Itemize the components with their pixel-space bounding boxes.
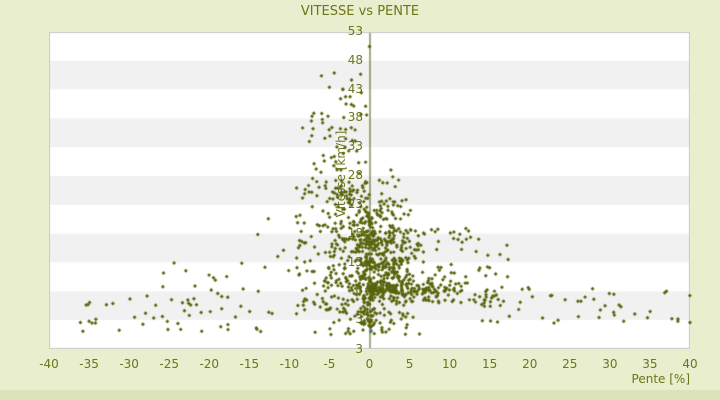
chart-window: VITESSE vs PENTE Vitesse [km/h] 53484338… xyxy=(0,0,720,400)
scatter-points-canvas xyxy=(0,0,720,400)
